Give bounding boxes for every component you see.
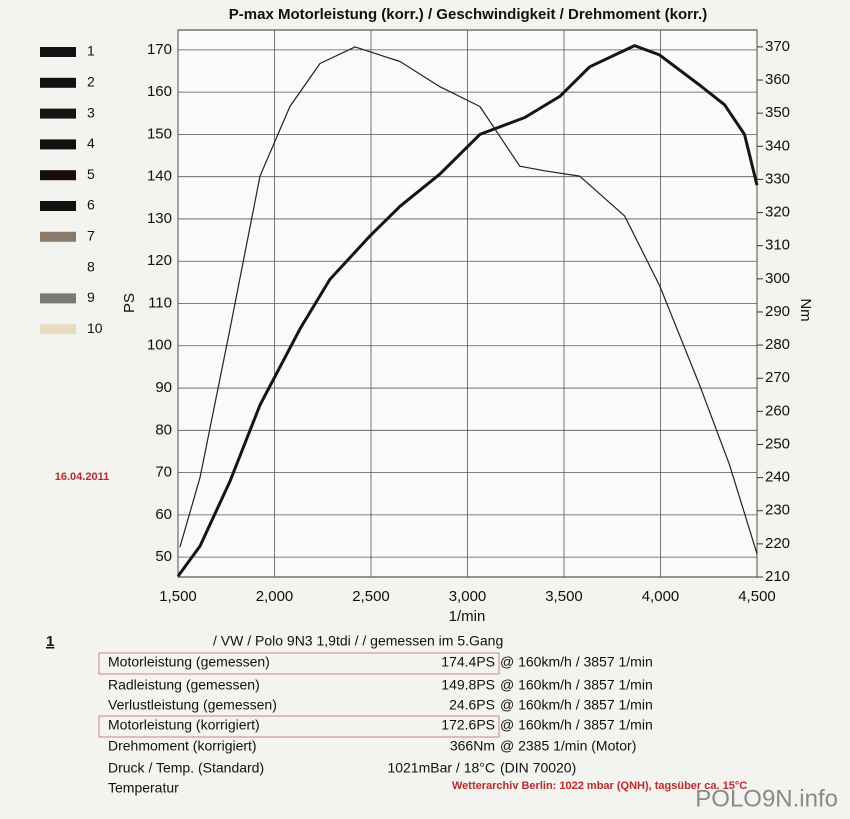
highlight-box — [98, 715, 500, 738]
x-tick-label: 4,500 — [738, 588, 776, 605]
y-tick-label: 50 — [155, 548, 172, 565]
row-label: Temperatur — [108, 780, 179, 796]
chart-title: P-max Motorleistung (korr.) / Geschwindi… — [229, 6, 707, 23]
y-tick-label: 120 — [147, 252, 172, 269]
y2-tick-label: 300 — [765, 270, 790, 287]
vehicle: / VW / Polo 9N3 1,9tdi / / gemessen im 5… — [213, 633, 503, 649]
legend-label: 7 — [87, 228, 95, 244]
row-value: 172.6PS — [441, 717, 495, 733]
y2-tick-label: 320 — [765, 204, 790, 221]
y-axis-label: PS — [121, 293, 138, 313]
legend-label: 9 — [87, 289, 95, 305]
x-axis-label: 1/min — [449, 608, 486, 625]
y2-tick-label: 260 — [765, 402, 790, 419]
y-tick-label: 160 — [147, 83, 172, 100]
legend-swatch — [40, 170, 76, 181]
legend-label: 4 — [87, 135, 95, 151]
highlight-box — [98, 652, 500, 675]
y2-axis-label: Nm — [797, 298, 814, 321]
y2-tick-label: 220 — [765, 535, 790, 552]
legend-swatch — [40, 139, 76, 150]
row-value: 1021mBar / 18°C — [387, 760, 495, 776]
row-condition: @ 160km/h / 3857 1/min — [500, 697, 653, 713]
y-tick-label: 90 — [155, 379, 172, 396]
y2-tick-label: 230 — [765, 502, 790, 519]
legend-label: 6 — [87, 197, 95, 213]
y2-tick-label: 270 — [765, 369, 790, 386]
x-tick-label: 3,000 — [449, 588, 487, 605]
x-tick-label: 4,000 — [642, 588, 680, 605]
row-label: Verlustleistung (gemessen) — [108, 697, 277, 713]
row-label: Druck / Temp. (Standard) — [108, 760, 264, 776]
legend-swatch — [40, 47, 76, 57]
row-value: 24.6PS — [449, 697, 495, 713]
weather-note: Wetterarchiv Berlin: 1022 mbar (QNH), ta… — [452, 780, 747, 792]
y2-tick-label: 360 — [765, 71, 790, 88]
y2-tick-label: 240 — [765, 469, 790, 486]
legend-label: 5 — [87, 166, 95, 182]
legend-label: 10 — [87, 320, 103, 336]
watermark: POLO9N.info — [695, 785, 838, 812]
legend-swatch — [40, 324, 76, 335]
row-value: 174.4PS — [441, 654, 495, 670]
x-tick-label: 1,500 — [159, 588, 197, 605]
y2-tick-label: 280 — [765, 336, 790, 353]
y-tick-label: 70 — [155, 464, 172, 481]
x-tick-label: 2,500 — [352, 588, 390, 605]
y-tick-label: 80 — [155, 421, 172, 438]
legend-swatch — [40, 293, 76, 304]
row-label: Radleistung (gemessen) — [108, 677, 260, 693]
row-condition: @ 2385 1/min (Motor) — [500, 738, 636, 754]
series-line — [179, 46, 758, 554]
y-tick-label: 150 — [147, 125, 172, 142]
row-condition: @ 160km/h / 3857 1/min — [500, 654, 653, 670]
legend-swatch — [40, 201, 76, 211]
legend-label: 1 — [87, 43, 95, 59]
row-condition: @ 160km/h / 3857 1/min — [500, 677, 653, 693]
y-tick-label: 170 — [147, 41, 172, 58]
y2-tick-label: 330 — [765, 170, 790, 187]
y-tick-label: 100 — [147, 337, 172, 354]
row-label: Drehmoment (korrigiert) — [108, 738, 257, 754]
y2-tick-label: 210 — [765, 568, 790, 585]
y2-tick-label: 250 — [765, 435, 790, 452]
y-tick-label: 60 — [155, 506, 172, 523]
date: 16.04.2011 — [55, 471, 109, 483]
row-label: Motorleistung (korrigiert) — [108, 717, 260, 733]
legend-swatch — [40, 108, 76, 119]
row-label: Motorleistung (gemessen) — [108, 654, 270, 670]
y-tick-label: 140 — [147, 168, 172, 185]
y2-tick-label: 290 — [765, 303, 790, 320]
legend-label: 3 — [87, 104, 95, 120]
x-tick-label: 2,000 — [256, 588, 294, 605]
y-tick-label: 110 — [148, 294, 172, 311]
y2-tick-label: 340 — [765, 137, 790, 154]
legend-swatch — [40, 77, 76, 88]
y-tick-label: 130 — [147, 210, 172, 227]
legend-swatch — [40, 231, 76, 242]
row-condition: @ 160km/h / 3857 1/min — [500, 717, 653, 733]
x-tick-label: 3,500 — [545, 588, 583, 605]
row-value: 149.8PS — [441, 677, 495, 693]
y2-tick-label: 310 — [765, 237, 790, 254]
row-condition: (DIN 70020) — [500, 760, 576, 776]
series-line — [176, 44, 759, 578]
row-value: 366Nm — [450, 738, 495, 754]
y2-tick-label: 350 — [765, 104, 790, 121]
legend-label: 8 — [87, 258, 95, 274]
legend-label: 2 — [87, 74, 95, 90]
y2-tick-label: 370 — [765, 38, 790, 55]
report-number: 1 — [46, 633, 54, 650]
